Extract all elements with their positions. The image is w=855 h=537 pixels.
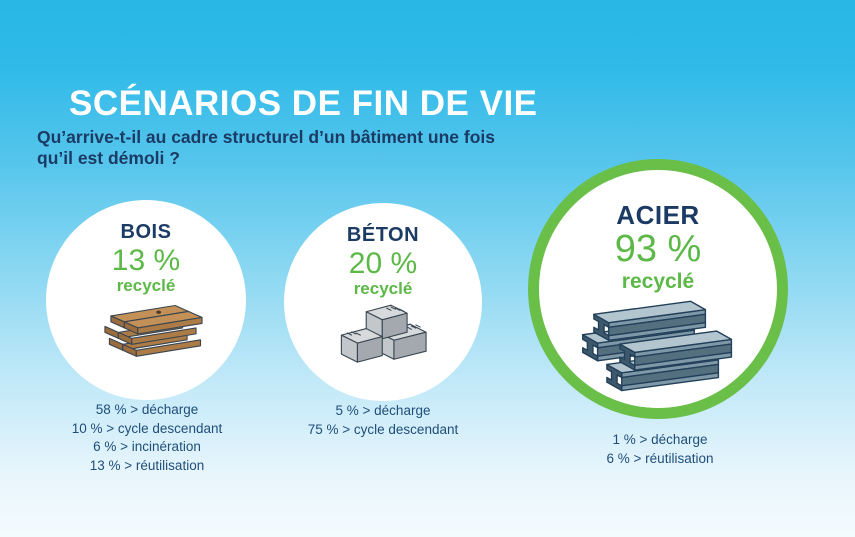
recycled-label-acier: recyclé: [621, 270, 695, 293]
stat-line: 6 % > incinération: [93, 439, 201, 454]
stats-acier: 1 % > décharge 6 % > réutilisation: [538, 431, 782, 468]
concrete-blocks-icon: [340, 304, 427, 363]
stat-line: 5 % > décharge: [335, 403, 431, 418]
stat-line: 10 % > cycle descendant: [71, 420, 223, 436]
page-subtitle: Qu’arrive-t-il au cadre structurel d’un …: [37, 127, 495, 168]
page-title: SCÉNARIOS DE FIN DE VIE: [69, 84, 538, 123]
stat-line: 75 % > cycle descendant: [307, 421, 459, 437]
wood-planks-icon: [104, 304, 203, 357]
material-name-beton: BÉTON: [346, 224, 420, 246]
material-name-bois: BOIS: [120, 221, 172, 243]
wood-knot: [156, 310, 162, 314]
material-circle-bois: BOIS 13 % recyclé: [46, 200, 246, 400]
stats-bois: 58 % > décharge 10 % > cycle descendant …: [27, 401, 267, 475]
stat-line: 58 % > décharge: [95, 402, 199, 417]
recycled-percent-beton: 20 %: [348, 247, 418, 280]
stat-line: 6 % > réutilisation: [606, 450, 714, 466]
material-name-acier: ACIER: [616, 200, 700, 230]
stats-beton: 5 % > décharge 75 % > cycle descendant: [263, 402, 503, 439]
recycled-label-bois: recyclé: [116, 276, 176, 295]
material-circle-beton: BÉTON 20 % recyclé: [284, 203, 482, 401]
steel-beams-icon: [582, 300, 733, 392]
stat-line: 13 % > réutilisation: [89, 457, 205, 473]
recycled-percent-acier: 93 %: [614, 228, 702, 270]
stat-line: 1 % > décharge: [612, 432, 708, 447]
material-circle-acier highlight-ring: ACIER 93 % recyclé: [528, 159, 788, 419]
recycled-percent-bois: 13 %: [111, 244, 181, 277]
recycled-label-beton: recyclé: [353, 279, 413, 298]
